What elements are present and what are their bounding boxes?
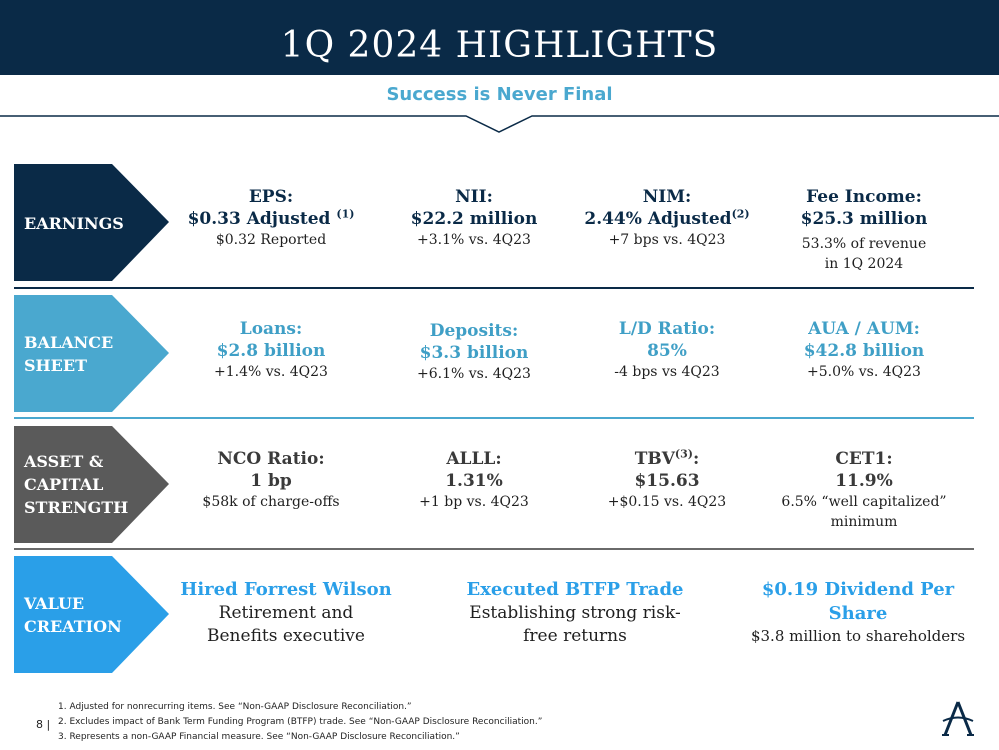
deposits-value: $3.3 billion — [419, 343, 529, 363]
footnote-1: 1. Adjusted for nonrecurring items. See … — [58, 702, 412, 712]
header-divider-chevron-icon — [0, 115, 999, 133]
nco-ratio-title: NCO Ratio: — [217, 449, 325, 469]
fee-income-desc-line2: in 1Q 2024 — [824, 256, 904, 272]
loans-value: $2.8 billion — [216, 341, 326, 361]
ld-ratio-value: 85% — [647, 341, 687, 361]
nim-value: 2.44% Adjusted(2) — [584, 207, 750, 229]
a-monogram-icon — [942, 701, 974, 736]
nii-metric: NII: $22.2 million +3.1% vs. 4Q23 — [389, 186, 559, 250]
cet1-value: 11.9% — [835, 471, 893, 491]
cet1-metric: CET1: 11.9% 6.5% “well capitalized” mini… — [764, 448, 964, 532]
value-creation-label-line2: CREATION — [24, 617, 122, 636]
tbv-value: $15.63 — [634, 471, 700, 491]
footnote-2: 2. Excludes impact of Bank Term Funding … — [58, 717, 543, 727]
cet1-desc-line2: minimum — [830, 514, 898, 530]
eps-footnote-ref: (1) — [336, 207, 355, 221]
nim-desc: +7 bps vs. 4Q23 — [608, 232, 726, 248]
nco-ratio-metric: NCO Ratio: 1 bp $58k of charge-offs — [186, 448, 356, 512]
eps-value: $0.33 Adjusted (1) — [187, 207, 355, 229]
eps-metric: EPS: $0.33 Adjusted (1) $0.32 Reported — [186, 186, 356, 250]
asset-capital-label: ASSET & CAPITAL STRENGTH — [24, 450, 128, 519]
eps-desc: $0.32 Reported — [215, 232, 327, 248]
value-item-dividend-title: $0.19 Dividend Per Share — [761, 579, 955, 624]
alll-desc: +1 bp vs. 4Q23 — [419, 494, 529, 510]
tbv-metric: TBV(3): $15.63 +$0.15 vs. 4Q23 — [582, 448, 752, 512]
value-item-btfp-desc-line1: Establishing strong risk- — [469, 603, 681, 623]
alll-title: ALLL: — [446, 449, 502, 469]
value-item-dividend-desc: $3.8 million to shareholders — [750, 627, 966, 645]
value-creation-band — [14, 556, 169, 673]
tbv-title: TBV(3): — [634, 447, 700, 469]
loans-metric: Loans: $2.8 billion +1.4% vs. 4Q23 — [186, 318, 356, 382]
fee-income-value: $25.3 million — [800, 209, 928, 229]
nii-desc: +3.1% vs. 4Q23 — [417, 232, 531, 248]
tbv-desc: +$0.15 vs. 4Q23 — [607, 494, 727, 510]
balance-sheet-label: BALANCE SHEET — [24, 331, 113, 377]
asset-capital-label-line3: STRENGTH — [24, 498, 129, 517]
page-subtitle: Success is Never Final — [386, 84, 613, 105]
asset-capital-label-line2: CAPITAL — [24, 475, 104, 494]
deposits-desc: +6.1% vs. 4Q23 — [417, 366, 531, 382]
value-item-btfp-desc-line2: free returns — [523, 626, 627, 646]
ld-ratio-metric: L/D Ratio: 85% -4 bps vs 4Q23 — [582, 318, 752, 382]
cet1-desc-line1: 6.5% “well capitalized” — [781, 494, 947, 510]
loans-desc: +1.4% vs. 4Q23 — [214, 364, 328, 380]
value-item-btfp-title: Executed BTFP Trade — [466, 579, 684, 600]
balance-sheet-band — [14, 295, 169, 412]
aua-aum-value: $42.8 billion — [803, 341, 925, 361]
nco-ratio-desc: $58k of charge-offs — [202, 494, 340, 510]
deposits-title: Deposits: — [429, 321, 519, 341]
earnings-label: EARNINGS — [24, 214, 124, 233]
eps-title: EPS: — [248, 187, 294, 207]
nii-title: NII: — [455, 187, 493, 207]
loans-title: Loans: — [239, 319, 303, 339]
nii-value: $22.2 million — [410, 209, 538, 229]
nim-footnote-ref: (2) — [731, 207, 750, 221]
fee-income-metric: Fee Income: $25.3 million 53.3% of reven… — [779, 186, 949, 274]
aua-aum-metric: AUA / AUM: $42.8 billion +5.0% vs. 4Q23 — [779, 318, 949, 382]
aua-aum-desc: +5.0% vs. 4Q23 — [807, 364, 921, 380]
ld-ratio-desc: -4 bps vs 4Q23 — [614, 364, 720, 380]
tbv-footnote-ref: (3) — [674, 447, 693, 461]
cet1-title: CET1: — [835, 449, 893, 469]
header-banner: 1Q 2024 HIGHLIGHTS — [0, 0, 999, 75]
fee-income-title: Fee Income: — [806, 187, 922, 207]
asset-capital-band — [14, 426, 169, 543]
value-item-hire-desc-line2: Benefits executive — [207, 626, 365, 646]
value-item-btfp: Executed BTFP Trade Establishing strong … — [462, 578, 688, 648]
value-creation-label: VALUE CREATION — [24, 592, 122, 638]
asset-capital-divider — [14, 548, 974, 550]
page-title: 1Q 2024 HIGHLIGHTS — [280, 25, 719, 66]
asset-capital-label-line1: ASSET & — [24, 452, 104, 471]
nco-ratio-value: 1 bp — [250, 471, 292, 491]
footnotes: 1. Adjusted for nonrecurring items. See … — [58, 700, 542, 745]
alll-metric: ALLL: 1.31% +1 bp vs. 4Q23 — [389, 448, 559, 512]
balance-sheet-label-line1: BALANCE — [24, 333, 114, 352]
alll-value: 1.31% — [445, 471, 503, 491]
value-creation-label-line1: VALUE — [24, 594, 85, 613]
balance-sheet-label-line2: SHEET — [24, 356, 87, 375]
value-item-hire-desc-line1: Retirement and — [218, 603, 354, 623]
aua-aum-title: AUA / AUM: — [808, 319, 920, 339]
fee-income-desc-line1: 53.3% of revenue — [801, 236, 927, 252]
balance-sheet-divider — [14, 417, 974, 419]
ld-ratio-title: L/D Ratio: — [618, 319, 716, 339]
earnings-band — [14, 164, 169, 281]
footnote-3: 3. Represents a non-GAAP Financial measu… — [58, 732, 460, 742]
earnings-divider — [14, 287, 974, 289]
value-item-dividend: $0.19 Dividend Per Share $3.8 million to… — [736, 578, 980, 646]
deposits-metric: Deposits: $3.3 billion +6.1% vs. 4Q23 — [389, 320, 559, 384]
nim-title: NIM: — [642, 187, 692, 207]
page-number: 8 | — [36, 718, 51, 731]
nim-metric: NIM: 2.44% Adjusted(2) +7 bps vs. 4Q23 — [572, 186, 762, 250]
value-item-hire-title: Hired Forrest Wilson — [180, 579, 392, 600]
value-item-hire: Hired Forrest Wilson Retirement and Bene… — [180, 578, 392, 648]
